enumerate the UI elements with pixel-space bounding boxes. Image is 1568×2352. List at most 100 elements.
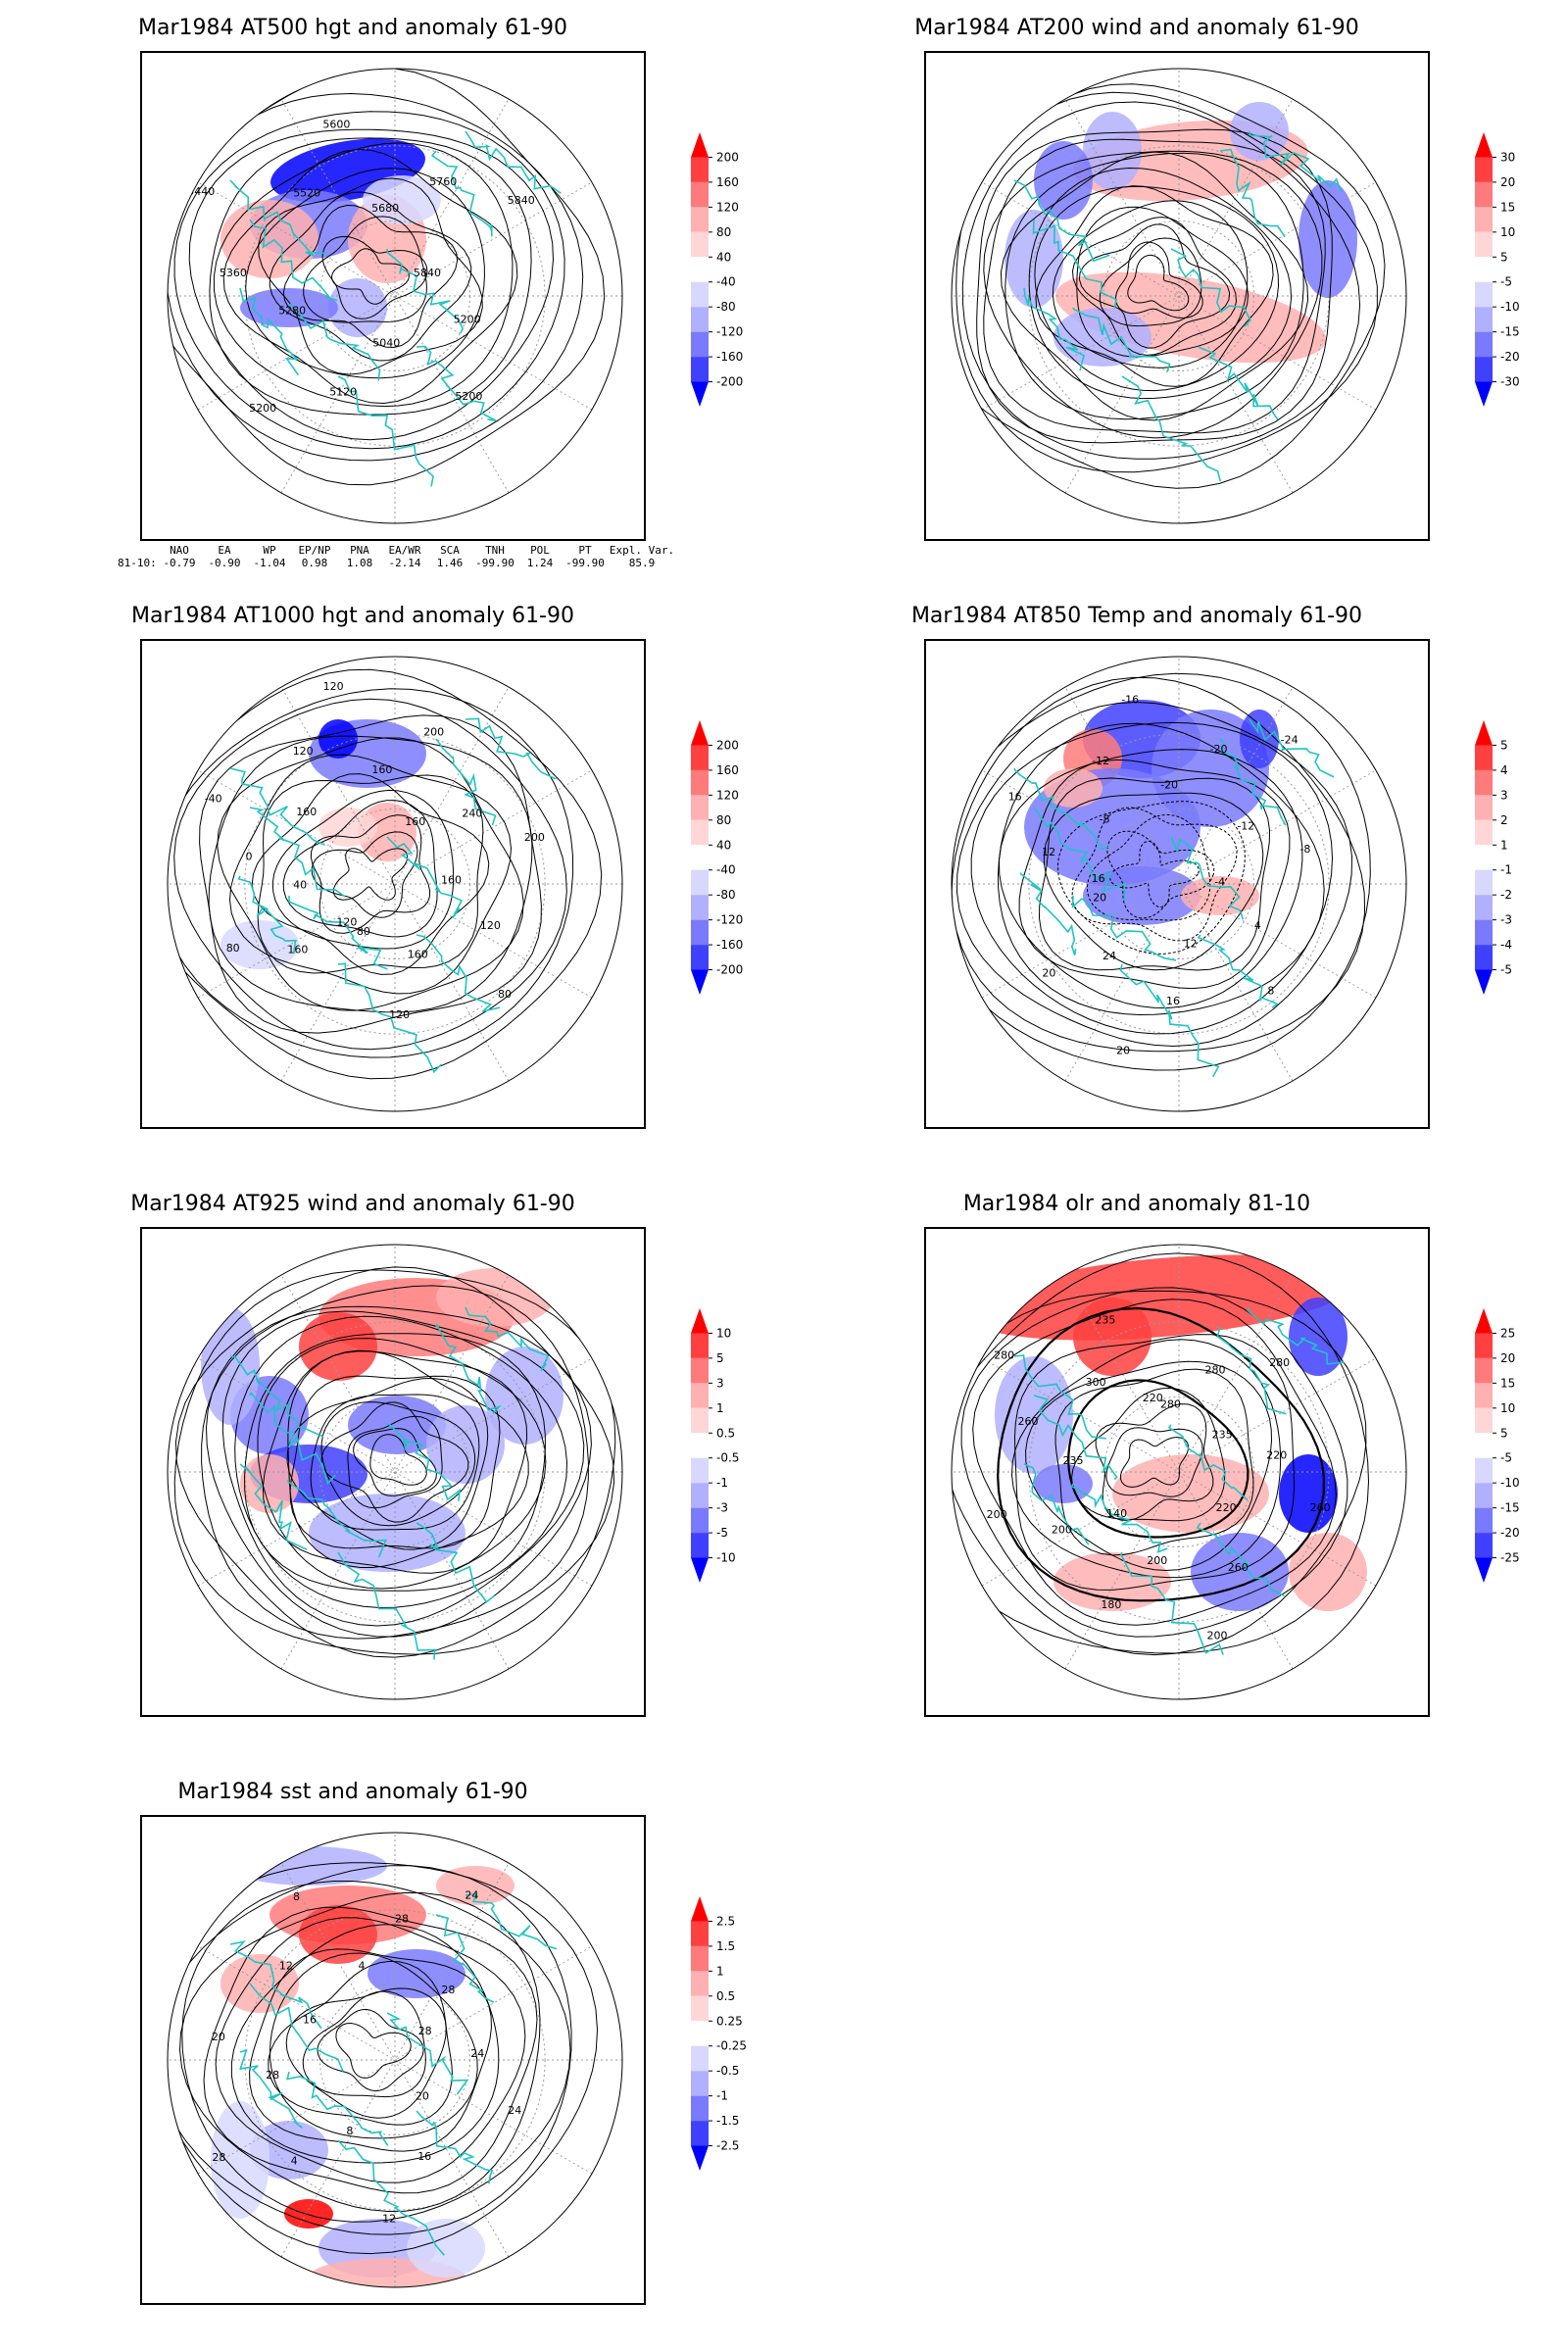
contour-line	[302, 1990, 426, 2098]
colorbar-swatch	[1475, 181, 1493, 208]
colorbar-label: 3	[1500, 788, 1508, 802]
contour-label: 200	[987, 1508, 1007, 1521]
contour-label: 24	[508, 2104, 521, 2117]
coastline	[1216, 1326, 1287, 1415]
coastline	[1249, 718, 1335, 778]
colorbar: 200 160 120 80 40 -40 -80 -120 -160 -200	[686, 122, 794, 416]
contour-label: 16	[1166, 995, 1180, 1007]
contour-line	[1106, 830, 1215, 919]
colorbar-label: -3	[716, 1501, 728, 1515]
tele-value: 0.98	[301, 557, 328, 569]
meridian-line	[280, 686, 510, 1082]
contour-label: 5200	[455, 390, 482, 403]
meridian-line	[280, 1862, 510, 2258]
anomaly-shading	[1083, 112, 1142, 190]
anomaly-shading	[426, 1405, 505, 1484]
teleconnection-table: NAO EA WP EP/NP PNA EA/WR SCA TNH POL PT…	[118, 544, 725, 569]
coastline	[229, 1355, 324, 1438]
contour-line	[1119, 1436, 1190, 1489]
colorbar-label: 120	[716, 200, 739, 214]
colorbar-arrow-bottom	[1475, 969, 1493, 995]
colorbar-label: 1	[1500, 838, 1508, 852]
meridian-line	[1064, 1274, 1294, 1670]
colorbar-label: 3	[716, 1376, 724, 1390]
colorbar-swatch	[1475, 157, 1493, 182]
colorbar-label: -200	[716, 375, 743, 389]
contour-line	[1056, 801, 1246, 955]
colorbar-swatch	[691, 1945, 709, 1972]
contour-line	[952, 83, 1386, 489]
colorbar-label: 4	[1500, 763, 1508, 777]
anomaly-shading	[1191, 1533, 1289, 1611]
colorbar-swatch	[691, 207, 709, 232]
colorbar-arrow-top	[691, 1896, 709, 1922]
colorbar-label: -3	[1500, 913, 1512, 927]
contour-label: 28	[266, 2069, 279, 2082]
tele-header: PNA	[350, 544, 369, 557]
colorbar-label: 0.5	[716, 1989, 735, 2003]
anomaly-shading	[995, 1356, 1073, 1474]
colorbar-label: 5	[1500, 1426, 1508, 1440]
coastline	[435, 738, 497, 826]
colorbar-label: -15	[1500, 325, 1520, 339]
polar-map: 16 12 16 -8 -12 -16 -20 -20 -24 -12 -8 -4 4 8 12 16 20 24…	[924, 639, 1430, 1129]
polar-map: 5840 5200 5200 5040 5120 5200 5280 5360 5440 5520…	[140, 51, 646, 541]
coastline	[288, 895, 388, 970]
coastline	[386, 1423, 462, 1501]
panel-at500-hgt: Mar1984 AT500 hgt and anomaly 61-90 5840…	[0, 0, 784, 569]
coastline	[237, 875, 297, 955]
anomaly-shading	[220, 200, 318, 278]
colorbar-swatch	[691, 919, 709, 946]
contour-line	[217, 737, 524, 1011]
colorbar-swatch	[1475, 1383, 1493, 1408]
contour-label: 28	[418, 2025, 432, 2037]
colorbar-swatch	[691, 2121, 709, 2146]
contour-line	[1013, 1334, 1296, 1591]
tele-header: EA/WR	[388, 544, 421, 557]
contour-label: -12	[1237, 819, 1254, 832]
colorbar-swatch	[691, 357, 709, 382]
meridian-line	[981, 181, 1377, 411]
colorbar-label: 1	[716, 1964, 724, 1978]
tele-value: 1.46	[436, 557, 464, 569]
contour-label: 0	[246, 851, 253, 863]
contour-line	[205, 1305, 592, 1638]
contour-label: 160	[371, 763, 392, 776]
anomaly-shading	[220, 920, 299, 969]
contour-line	[321, 236, 428, 319]
panel-sst: Mar1984 sst and anomaly 61-90 28 24 24 20 16…	[0, 1764, 784, 2313]
contour-line	[222, 148, 518, 405]
polar-map	[924, 51, 1430, 541]
colorbar-label: 1	[716, 1401, 724, 1415]
colorbar-label: -10	[716, 1551, 736, 1565]
anomaly-shading	[363, 175, 441, 224]
colorbar-arrow-top	[691, 132, 709, 158]
contour-line	[956, 701, 1353, 1048]
tele-value-row: 81-10: -0.79 -0.90 -1.04 0.98 1.08 -2.14…	[118, 557, 725, 569]
panel-title: Mar1984 sst and anomaly 61-90	[177, 1780, 528, 1804]
contour-line	[961, 101, 1361, 460]
contour-line	[286, 1377, 489, 1550]
map-boundary	[951, 1244, 1407, 1700]
contour-label: 235	[1212, 1429, 1233, 1442]
contour-line	[181, 1881, 571, 2223]
colorbar-label: 0.5	[716, 1426, 735, 1440]
contour-label: 280	[1205, 1364, 1226, 1377]
colorbar-arrow-top	[1475, 132, 1493, 158]
coastline	[1198, 346, 1279, 420]
contour-line	[320, 1401, 469, 1523]
colorbar-swatch	[691, 1433, 709, 1458]
coastline	[1032, 219, 1118, 309]
colorbar-label: 40	[716, 838, 731, 852]
contour-line	[282, 800, 438, 938]
colorbar-label: -200	[716, 963, 743, 977]
colorbar-svg: 10 5 3 1 0.5 -0.5 -1 -3 -5 -10	[691, 1308, 739, 1583]
meridian-line	[197, 1357, 593, 1587]
contour-label: 200	[1207, 1630, 1228, 1642]
colorbar-swatch	[1475, 1407, 1493, 1434]
meridian-line	[197, 1945, 593, 2175]
meridian-line	[197, 769, 593, 999]
contour-label: 240	[462, 807, 482, 819]
contour-line	[983, 138, 1326, 434]
colorbar-swatch	[1475, 1483, 1493, 1508]
